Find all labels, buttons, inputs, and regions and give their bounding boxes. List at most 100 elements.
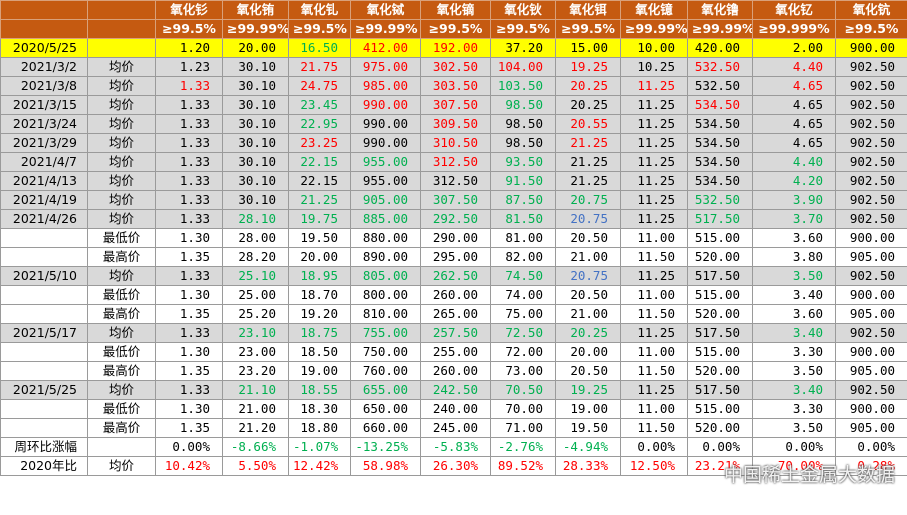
column-purity: ≥99.5% xyxy=(155,19,223,39)
price-cell: 1.23 xyxy=(155,57,223,77)
price-cell: 18.55 xyxy=(288,380,351,400)
price-cell: -2.76% xyxy=(490,437,556,457)
price-cell: 20.25 xyxy=(555,95,621,115)
price-cell: -13.25% xyxy=(350,437,421,457)
price-cell: 1.30 xyxy=(155,285,223,305)
price-cell: 21.20 xyxy=(222,418,289,438)
price-cell: 5.50% xyxy=(222,456,289,476)
column-purity: ≥99.99% xyxy=(350,19,421,39)
price-cell: 902.50 xyxy=(835,266,907,286)
row-type: 均价 xyxy=(87,380,156,400)
price-cell: 21.75 xyxy=(288,57,351,77)
header-blank xyxy=(0,19,88,39)
column-name: 氧化镱 xyxy=(620,0,688,20)
row-type: 最低价 xyxy=(87,228,156,248)
price-cell: 4.65 xyxy=(752,76,836,96)
row-date: 2021/4/13 xyxy=(0,171,88,191)
row-date xyxy=(0,342,88,362)
price-cell: 1.35 xyxy=(155,418,223,438)
price-cell: 20.25 xyxy=(555,76,621,96)
price-cell: 534.50 xyxy=(687,114,753,134)
table-row: 2021/3/2 均价 1.23 30.10 21.75 975.00 302.50 104.… xyxy=(0,57,907,77)
price-cell: 19.25 xyxy=(555,380,621,400)
row-date xyxy=(0,418,88,438)
price-cell: 19.50 xyxy=(555,418,621,438)
price-cell: 3.30 xyxy=(752,399,836,419)
price-cell: 1.20 xyxy=(155,38,223,58)
row-type: 均价 xyxy=(87,323,156,343)
price-cell: 25.20 xyxy=(222,304,289,324)
price-cell: 1.33 xyxy=(155,133,223,153)
price-cell: 81.00 xyxy=(490,228,556,248)
price-cell: 28.20 xyxy=(222,247,289,267)
row-date xyxy=(0,361,88,381)
price-cell: 902.50 xyxy=(835,380,907,400)
column-name: 氧化钪 xyxy=(835,0,907,20)
price-cell: 1.33 xyxy=(155,114,223,134)
price-cell: 20.00 xyxy=(555,342,621,362)
price-cell: 4.40 xyxy=(752,152,836,172)
price-cell: 11.00 xyxy=(620,399,688,419)
price-cell: 902.50 xyxy=(835,57,907,77)
price-cell: 12.50% xyxy=(620,456,688,476)
price-cell: 412.00 xyxy=(350,38,421,58)
price-cell: 22.15 xyxy=(288,171,351,191)
price-cell: 955.00 xyxy=(350,171,421,191)
price-cell: 192.00 xyxy=(420,38,491,58)
table-row: 最低价 1.30 25.00 18.70 800.00 260.00 74.00 20.50 1… xyxy=(0,285,907,305)
price-cell: 70.50 xyxy=(490,380,556,400)
price-cell: 0.00% xyxy=(620,437,688,457)
price-cell: 890.00 xyxy=(350,247,421,267)
row-date xyxy=(0,247,88,267)
price-cell: 245.00 xyxy=(420,418,491,438)
price-cell: 515.00 xyxy=(687,399,753,419)
price-cell: 900.00 xyxy=(835,285,907,305)
price-cell: 23.45 xyxy=(288,95,351,115)
price-cell: 905.00 xyxy=(350,190,421,210)
row-type: 最低价 xyxy=(87,399,156,419)
price-cell: 534.50 xyxy=(687,95,753,115)
price-cell: 19.25 xyxy=(555,57,621,77)
table-row: 最低价 1.30 21.00 18.30 650.00 240.00 70.00 19.00 1… xyxy=(0,399,907,419)
price-cell: 532.50 xyxy=(687,76,753,96)
row-type: 均价 xyxy=(87,95,156,115)
price-cell: 11.25 xyxy=(620,152,688,172)
price-cell: 20.00 xyxy=(288,247,351,267)
price-cell: 902.50 xyxy=(835,152,907,172)
price-cell: 309.50 xyxy=(420,114,491,134)
price-cell: 655.00 xyxy=(350,380,421,400)
price-cell: 89.52% xyxy=(490,456,556,476)
price-cell: 517.50 xyxy=(687,209,753,229)
price-cell: 30.10 xyxy=(222,95,289,115)
price-cell: 975.00 xyxy=(350,57,421,77)
price-cell: 104.00 xyxy=(490,57,556,77)
price-cell: 19.00 xyxy=(288,361,351,381)
price-cell: 520.00 xyxy=(687,418,753,438)
price-cell: 98.50 xyxy=(490,95,556,115)
price-cell: 11.50 xyxy=(620,304,688,324)
price-cell: 11.25 xyxy=(620,323,688,343)
column-name: 氧化铕 xyxy=(222,0,289,20)
price-cell: 74.00 xyxy=(490,285,556,305)
price-cell: 902.50 xyxy=(835,190,907,210)
table-row: 2020年比 均价 10.42% 5.50% 12.42% 58.98% 26.30% 89.… xyxy=(0,456,907,476)
column-name: 氧化镥 xyxy=(687,0,753,20)
column-name: 氧化钐 xyxy=(155,0,223,20)
price-cell: 3.40 xyxy=(752,323,836,343)
row-type: 最高价 xyxy=(87,418,156,438)
price-cell: 26.30% xyxy=(420,456,491,476)
price-cell: 23.20 xyxy=(222,361,289,381)
price-cell: 21.25 xyxy=(288,190,351,210)
header-blank xyxy=(87,0,156,20)
row-type: 均价 xyxy=(87,76,156,96)
price-cell: 532.50 xyxy=(687,57,753,77)
price-cell: 312.50 xyxy=(420,171,491,191)
row-date: 2021/4/26 xyxy=(0,209,88,229)
price-cell: 58.98% xyxy=(350,456,421,476)
price-cell: 23.00 xyxy=(222,342,289,362)
table-row: 2021/4/26 均价 1.33 28.10 19.75 885.00 292.50 81.… xyxy=(0,209,907,229)
price-cell: 310.50 xyxy=(420,133,491,153)
price-cell: 420.00 xyxy=(687,38,753,58)
price-cell: 30.10 xyxy=(222,114,289,134)
column-purity: ≥99.5% xyxy=(288,19,351,39)
